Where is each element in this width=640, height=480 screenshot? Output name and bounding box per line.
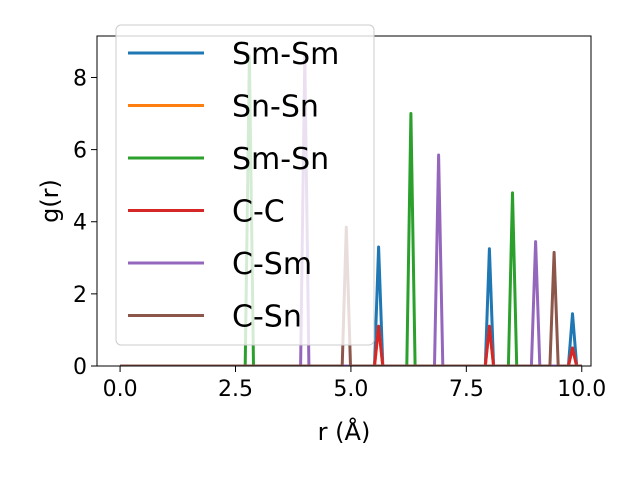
x-axis-label: r (Å) [318,417,371,446]
x-tick-label: 0.0 [103,377,138,402]
legend-box [115,24,375,346]
y-tick-label: 0 [73,355,87,380]
legend-label: Sm-Sm [232,37,339,72]
y-tick-label: 4 [73,211,87,236]
series-line-sm-sm [120,245,582,366]
legend-label: Sm-Sn [232,142,329,177]
x-axis: 0.0 2.5 5.0 7.5 10.0 [103,366,606,402]
x-tick-label: 5.0 [333,377,368,402]
series-line-c-c [120,324,582,366]
legend: Sm-Sm Sn-Sn Sm-Sn C-C C-Sm C-Sn [115,24,375,346]
y-tick-label: 6 [73,139,87,164]
legend-label: Sn-Sn [232,90,319,125]
y-axis-label: g(r) [36,179,64,223]
legend-label: C-Sm [232,247,312,282]
x-tick-label: 7.5 [449,377,484,402]
y-axis: 0 2 4 6 8 [73,66,97,380]
x-tick-label: 10.0 [557,377,606,402]
y-tick-label: 8 [73,66,87,91]
legend-label: C-Sn [232,300,302,335]
x-tick-label: 2.5 [218,377,253,402]
legend-label: C-C [232,195,285,230]
y-tick-label: 2 [73,283,87,308]
